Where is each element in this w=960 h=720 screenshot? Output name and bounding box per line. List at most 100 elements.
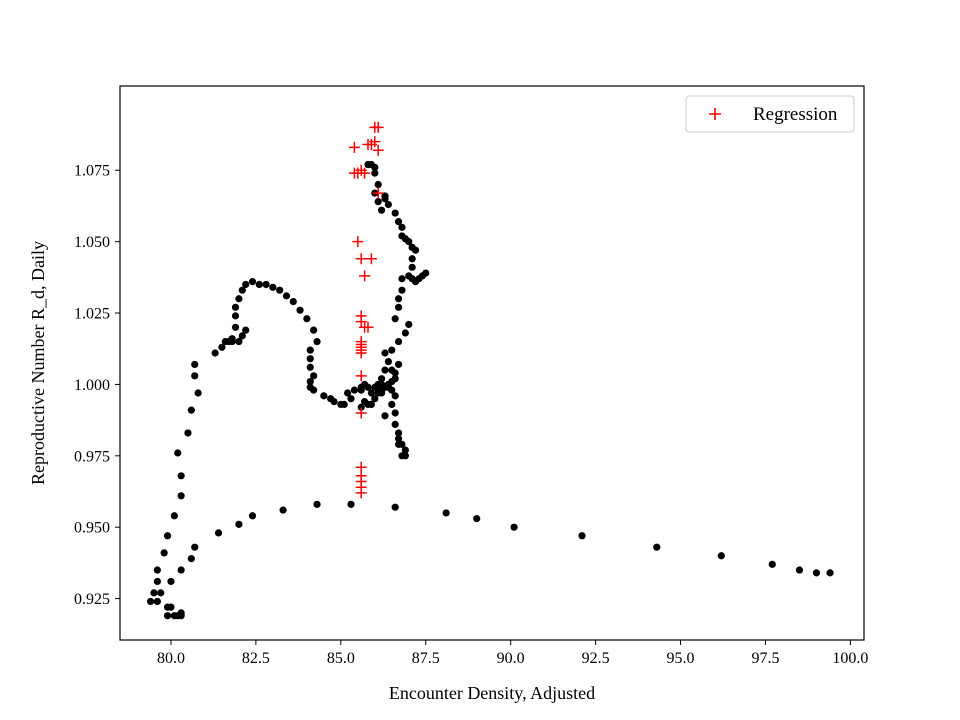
x-tick-label: 87.5 — [412, 650, 440, 667]
data-point — [377, 206, 386, 214]
data-point — [153, 566, 161, 574]
data-point — [242, 280, 250, 289]
data-point — [255, 280, 263, 289]
x-tick-label: 92.5 — [582, 650, 610, 667]
y-tick-label: 0.975 — [74, 448, 110, 465]
data-point — [442, 509, 450, 517]
data-point — [374, 198, 382, 206]
data-point — [398, 275, 406, 283]
data-point — [388, 386, 396, 394]
data-point — [238, 286, 246, 294]
data-point — [235, 520, 243, 528]
data-point — [157, 589, 165, 597]
data-point — [398, 286, 406, 294]
data-point — [242, 326, 250, 334]
data-point — [381, 192, 389, 200]
y-axis-label: Reproductive Number R_d, Daily — [28, 241, 48, 485]
regression-point — [355, 407, 367, 419]
regression-point — [355, 347, 367, 359]
data-point — [231, 323, 240, 331]
regression-point — [372, 187, 384, 199]
data-point — [371, 395, 379, 403]
data-series-dots — [146, 160, 834, 620]
data-point — [381, 412, 389, 420]
data-point — [510, 523, 518, 531]
regression-point — [355, 316, 367, 328]
data-point — [296, 306, 304, 314]
legend: Regression — [685, 95, 855, 133]
data-point — [306, 377, 314, 386]
data-point — [374, 180, 382, 189]
x-tick-label: 97.5 — [751, 650, 779, 667]
y-tick-label: 0.950 — [74, 520, 110, 537]
data-point — [367, 389, 375, 397]
data-point — [391, 375, 399, 383]
data-point — [330, 397, 338, 406]
data-point — [391, 420, 399, 428]
data-point — [422, 269, 430, 277]
data-point — [408, 255, 416, 263]
data-point — [388, 346, 396, 354]
regression-point — [355, 164, 367, 176]
data-point — [313, 337, 321, 346]
data-point — [306, 363, 314, 371]
data-point — [391, 503, 399, 511]
data-point — [381, 366, 389, 374]
data-point — [340, 400, 348, 409]
data-point — [235, 295, 243, 303]
data-point — [394, 303, 403, 311]
data-point — [310, 386, 318, 394]
data-point — [163, 532, 172, 540]
regression-point — [362, 321, 374, 333]
plot-area — [119, 85, 865, 641]
data-point — [218, 343, 226, 351]
data-point — [473, 515, 481, 523]
data-point — [177, 609, 185, 617]
data-point — [160, 549, 168, 557]
data-point — [150, 589, 158, 597]
data-point — [238, 332, 246, 340]
regression-point — [355, 253, 367, 265]
data-point — [388, 400, 396, 409]
data-point — [394, 435, 403, 443]
data-point — [231, 312, 240, 320]
data-point — [344, 389, 352, 397]
data-point — [282, 292, 291, 300]
legend-label-regression: Regression — [753, 104, 838, 125]
x-axis-label: Encounter Density, Adjusted — [389, 683, 595, 703]
regression-point — [362, 139, 374, 151]
data-point — [262, 280, 270, 289]
x-tick-label: 82.5 — [242, 650, 270, 667]
y-axis: 0.925 0.950 0.975 1.000 1.025 1.050 1.075 — [74, 163, 120, 608]
data-point — [361, 380, 369, 389]
data-point — [313, 500, 321, 508]
data-point — [214, 529, 223, 537]
legend-box — [685, 95, 855, 133]
data-point — [398, 223, 406, 231]
data-point — [228, 337, 236, 346]
regression-point — [365, 253, 377, 265]
data-point — [391, 409, 399, 417]
data-point — [306, 346, 314, 354]
data-point — [320, 392, 328, 400]
data-point — [248, 512, 257, 520]
data-point — [187, 555, 195, 563]
x-tick-label: 80.0 — [157, 650, 185, 667]
data-point — [306, 355, 314, 363]
data-point — [398, 232, 406, 240]
legend-plus-marker — [709, 108, 721, 120]
data-point — [381, 349, 389, 357]
data-point — [310, 326, 318, 334]
data-point — [374, 380, 382, 389]
data-point — [194, 389, 202, 397]
data-point — [578, 532, 586, 540]
data-point — [826, 569, 834, 577]
y-tick-label: 1.000 — [74, 377, 110, 394]
data-point — [350, 386, 359, 394]
data-point — [269, 283, 277, 291]
data-point — [384, 200, 392, 209]
data-point — [394, 440, 403, 448]
data-point — [279, 506, 287, 514]
data-point — [177, 492, 185, 500]
data-point — [361, 397, 369, 406]
